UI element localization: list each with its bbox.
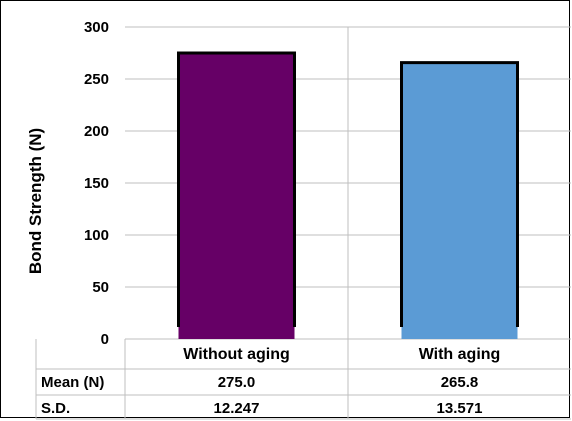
bar-outline-1 — [177, 51, 296, 327]
y-tick-200: 200 — [84, 123, 109, 140]
y-tick-labels: 0 50 100 150 200 250 300 — [84, 19, 109, 348]
y-tick-150: 150 — [84, 175, 109, 192]
table-row-label-1: Mean (N) — [41, 374, 104, 391]
table-cell-2-2: 13.571 — [437, 400, 483, 417]
table-cell-1-2: 265.8 — [441, 374, 479, 391]
table-cell-2-1: 12.247 — [214, 400, 260, 417]
y-tick-0: 0 — [101, 331, 109, 348]
x-category-1: Without aging — [183, 346, 290, 363]
y-tick-50: 50 — [92, 279, 109, 296]
table-row-label-2: S.D. — [41, 400, 70, 417]
y-tick-100: 100 — [84, 227, 109, 244]
data-table: Mean (N) 275.0 265.8 S.D. 12.247 13.571 — [35, 339, 571, 420]
bars — [177, 51, 519, 340]
y-axis-label: Bond Strength (N) — [26, 128, 45, 274]
y-tick-300: 300 — [84, 19, 109, 36]
bar-1 — [178, 53, 295, 339]
y-tick-250: 250 — [84, 71, 109, 88]
bar-outline-2 — [400, 61, 519, 327]
bar-2 — [401, 62, 518, 340]
table-cell-1-1: 275.0 — [218, 374, 256, 391]
x-category-labels: Without aging With aging — [183, 346, 500, 363]
x-category-2: With aging — [419, 346, 501, 363]
